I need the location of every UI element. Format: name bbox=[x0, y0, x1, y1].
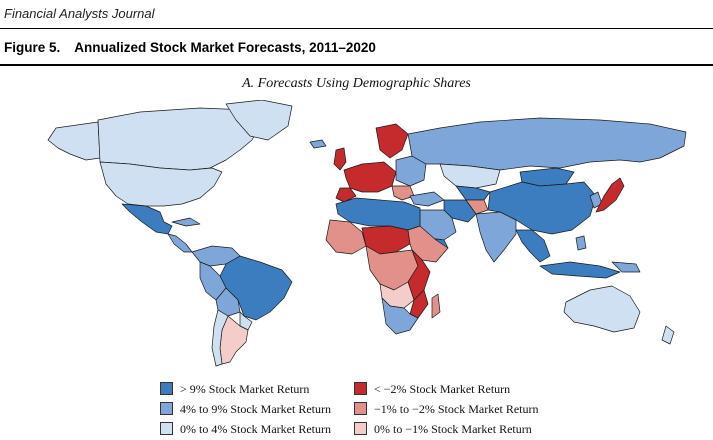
region-paraguay-uruguay bbox=[239, 311, 253, 331]
legend-swatch bbox=[160, 402, 173, 415]
legend-item-ltm2: < −2% Stock Market Return bbox=[354, 381, 510, 397]
figure-number: Figure 5. bbox=[4, 40, 61, 55]
region-western-europe bbox=[343, 161, 397, 193]
legend-label: 0% to −1% Stock Market Return bbox=[374, 422, 532, 436]
region-new-zealand bbox=[661, 325, 675, 345]
legend-item-gt9: > 9% Stock Market Return bbox=[160, 381, 309, 397]
region-madagascar bbox=[431, 293, 441, 319]
region-usa bbox=[99, 161, 223, 207]
legend-swatch bbox=[354, 422, 367, 435]
region-iceland bbox=[309, 139, 327, 149]
legend-item-4to9: 4% to 9% Stock Market Return bbox=[160, 401, 331, 417]
figure-title: Figure 5. Annualized Stock Market Forecas… bbox=[4, 40, 376, 55]
region-west-africa bbox=[325, 219, 367, 255]
region-southern-africa bbox=[381, 297, 419, 335]
region-papua-new-guinea bbox=[611, 261, 641, 273]
region-scandinavia bbox=[375, 123, 409, 159]
region-uk bbox=[333, 147, 347, 171]
legend-swatch bbox=[160, 382, 173, 395]
region-philippines bbox=[575, 235, 587, 251]
panel-title: A. Forecasts Using Demographic Shares bbox=[242, 76, 471, 91]
legend-swatch bbox=[354, 402, 367, 415]
region-greenland bbox=[225, 100, 293, 141]
legend-label: 4% to 9% Stock Market Return bbox=[180, 402, 331, 416]
region-turkey bbox=[409, 191, 445, 207]
region-cuba bbox=[171, 217, 201, 227]
region-japan bbox=[595, 177, 625, 213]
region-southeast-asia bbox=[515, 229, 551, 263]
region-chile bbox=[211, 309, 229, 367]
legend-label: > 9% Stock Market Return bbox=[180, 382, 310, 396]
legend-label: −1% to −2% Stock Market Return bbox=[374, 402, 539, 416]
legend-swatch bbox=[160, 422, 173, 435]
region-kazakhstan bbox=[439, 163, 501, 189]
region-mozambique bbox=[409, 289, 429, 319]
region-russia bbox=[407, 117, 687, 171]
world-map bbox=[47, 100, 687, 367]
legend-label: 0% to 4% Stock Market Return bbox=[180, 422, 331, 436]
legend-item-0to4: 0% to 4% Stock Market Return bbox=[160, 421, 331, 437]
region-central-asia bbox=[455, 185, 491, 201]
region-ethiopia-horn bbox=[407, 225, 449, 263]
header-rule bbox=[0, 28, 713, 29]
region-mexico bbox=[121, 203, 173, 235]
region-alaska bbox=[47, 121, 101, 161]
region-iberia bbox=[335, 187, 357, 203]
legend-label: < −2% Stock Market Return bbox=[374, 382, 511, 396]
legend-swatch bbox=[354, 382, 367, 395]
region-india bbox=[475, 211, 517, 263]
region-balkans bbox=[391, 185, 415, 201]
region-australia bbox=[563, 285, 641, 333]
journal-name: Financial Analysts Journal bbox=[4, 6, 155, 21]
region-central-america bbox=[167, 233, 193, 253]
title-rule bbox=[0, 64, 713, 66]
region-indonesia bbox=[539, 261, 621, 279]
legend-item-0tom1: 0% to −1% Stock Market Return bbox=[354, 421, 532, 437]
figure-title-text: Annualized Stock Market Forecasts, 2011–… bbox=[74, 40, 376, 55]
legend-item-m1tom2: −1% to −2% Stock Market Return bbox=[354, 401, 539, 417]
